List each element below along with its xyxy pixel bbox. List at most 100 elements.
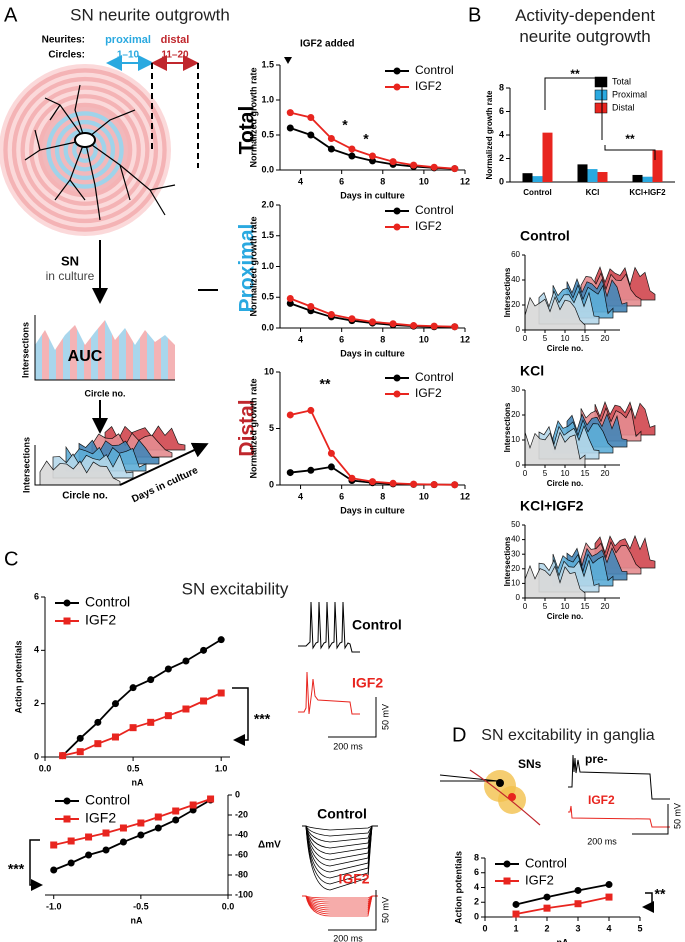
axis-label: Intersections — [503, 402, 512, 452]
y-tick-label: 6 — [499, 106, 504, 116]
neurite — [149, 184, 176, 191]
y-tick-label: 10 — [264, 366, 274, 376]
x-tick-label: 2 — [544, 923, 549, 933]
x-axis-label: Days in culture — [340, 505, 405, 515]
neurite — [69, 179, 86, 201]
y-tick-label: 6 — [34, 591, 39, 601]
data-point — [389, 479, 397, 487]
neurite — [49, 104, 61, 121]
y-tick-label: 10 — [511, 579, 520, 588]
x-tick-label: 15 — [581, 602, 590, 611]
axis — [34, 315, 175, 381]
axis-label: Intersections — [21, 437, 31, 493]
x-axis-label: nA — [132, 777, 144, 787]
data-point — [327, 463, 335, 471]
x-tick-label: 4 — [298, 334, 303, 344]
data-point — [348, 315, 356, 323]
legend-marker — [393, 83, 401, 91]
bracket — [29, 839, 43, 891]
data-point — [154, 824, 162, 832]
y-tick-label: 2 — [499, 153, 504, 163]
data-point — [147, 718, 155, 726]
y-tick-label: 0.0 — [261, 164, 274, 174]
trace-label: IGF2 — [588, 793, 615, 807]
auc-stripe — [35, 320, 42, 380]
y-tick-label: 0 — [516, 593, 521, 602]
x-tick-label: 12 — [460, 334, 470, 344]
x-tick-label: -1.0 — [46, 901, 62, 911]
y-tick-label: 1.0 — [261, 261, 274, 271]
axis-label: Circle no. — [84, 388, 125, 398]
trace — [302, 895, 378, 899]
trace-label: pre- — [585, 752, 608, 766]
trace — [298, 601, 360, 653]
data-point — [119, 824, 127, 832]
auc-stripe — [42, 320, 49, 380]
data-point — [430, 163, 438, 171]
x-tick-label: 0 — [482, 923, 487, 933]
data-point — [605, 881, 613, 889]
trace — [302, 825, 378, 831]
annotation: *** — [254, 711, 271, 727]
y-tick-label: 30 — [511, 385, 520, 394]
ridge-layer — [524, 296, 586, 331]
axis-label: Circle no. — [62, 491, 108, 502]
legend-label: IGF2 — [85, 810, 116, 826]
legend-label: Control — [415, 203, 454, 217]
x-tick-label: 12 — [460, 176, 470, 186]
trace — [568, 754, 670, 800]
sn-cell — [496, 779, 504, 787]
data-point — [172, 807, 180, 815]
y-tick-label: 20 — [511, 410, 520, 419]
data-point — [307, 114, 315, 121]
axis-label: Circle no. — [547, 344, 583, 353]
bar — [522, 173, 533, 182]
x-tick-label: 10 — [561, 602, 570, 611]
neurite — [74, 84, 86, 141]
y-tick-label: -40 — [235, 829, 248, 839]
annotation: ** — [625, 132, 635, 146]
x-tick-label: 6 — [339, 176, 344, 186]
data-point — [85, 833, 93, 841]
data-point — [451, 323, 459, 331]
y-axis-label: Action potentials — [453, 851, 463, 924]
scale-bar — [632, 804, 669, 835]
neurite — [119, 164, 131, 201]
data-point — [94, 740, 102, 748]
panel-letter: D — [452, 724, 466, 746]
data-point — [307, 302, 315, 310]
data-point — [348, 474, 356, 482]
x-tick-label: 4 — [298, 176, 303, 186]
legend-marker — [63, 797, 71, 805]
neurite — [84, 139, 101, 221]
label: AUC — [68, 348, 103, 365]
bar — [542, 132, 553, 182]
x-tick-label: 10 — [561, 469, 570, 478]
legend-marker — [63, 617, 71, 625]
auc-stripe — [119, 320, 126, 380]
data-point — [430, 322, 438, 330]
axis-label: Intersections — [503, 536, 512, 586]
trace-label: Control — [352, 617, 402, 633]
auc-stripe — [77, 320, 84, 380]
scale-label: 50 mV — [672, 803, 682, 829]
sn-cell — [508, 793, 516, 801]
y-axis-label: Normalized growth rate — [248, 216, 258, 316]
legend-label: Distal — [612, 102, 635, 112]
y-tick-label: 0 — [499, 176, 504, 186]
y-tick-label: 20 — [511, 564, 520, 573]
y-tick-label: 10 — [511, 435, 520, 444]
data-point — [207, 795, 215, 803]
y-tick-label: 8 — [474, 852, 479, 862]
auc-stripe — [98, 320, 105, 380]
x-axis-label: Days in culture — [340, 190, 405, 200]
y-tick-label: -60 — [235, 849, 248, 859]
data-point — [164, 665, 172, 673]
nerve — [469, 769, 541, 826]
data-point — [327, 449, 335, 457]
legend-swatch — [594, 102, 608, 114]
data-point — [605, 893, 613, 901]
data-point — [102, 829, 110, 837]
row-label: Distal — [236, 399, 259, 456]
legend-swatch — [594, 89, 608, 101]
